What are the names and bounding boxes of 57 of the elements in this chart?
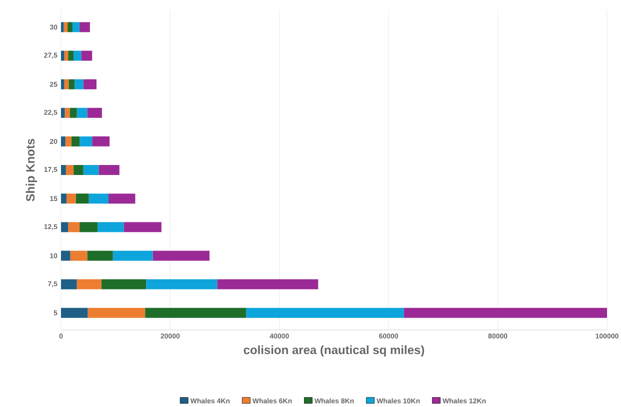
bar xyxy=(64,108,70,118)
bar xyxy=(98,165,120,176)
bar xyxy=(68,222,80,232)
bar xyxy=(83,165,99,176)
bar xyxy=(76,194,89,204)
bar xyxy=(64,50,68,61)
bar xyxy=(88,308,146,318)
bar xyxy=(66,194,76,204)
bar xyxy=(68,50,74,61)
bar xyxy=(74,165,84,176)
bar xyxy=(87,108,102,118)
bar xyxy=(70,250,88,261)
bar xyxy=(217,279,318,290)
bar xyxy=(80,222,98,232)
bar xyxy=(98,222,124,232)
bar xyxy=(152,250,210,261)
bar xyxy=(68,79,75,90)
bar xyxy=(72,22,80,32)
bar xyxy=(68,22,72,32)
bar xyxy=(80,136,92,146)
bar xyxy=(76,279,102,290)
bar xyxy=(61,50,64,61)
bar xyxy=(92,136,110,146)
x-axis-title: colision area (nautical sq miles) xyxy=(244,345,424,357)
bar xyxy=(124,222,162,232)
bar xyxy=(61,250,70,261)
y-axis-title: Ship Knots xyxy=(26,138,37,202)
bar xyxy=(112,250,153,261)
bar xyxy=(71,136,80,146)
bar xyxy=(64,79,69,90)
bar xyxy=(61,279,77,290)
bar xyxy=(61,194,66,204)
bar xyxy=(246,308,404,318)
bar xyxy=(74,50,82,61)
bar xyxy=(61,308,88,318)
bar xyxy=(145,308,246,318)
bar xyxy=(87,250,113,261)
bar xyxy=(65,136,72,146)
bar xyxy=(64,22,68,32)
bar xyxy=(70,108,77,118)
bar xyxy=(108,194,136,204)
bar xyxy=(61,136,66,146)
bar xyxy=(74,79,84,90)
bar xyxy=(61,222,68,232)
bar xyxy=(101,279,146,290)
bar xyxy=(76,108,88,118)
bar xyxy=(61,108,65,118)
bar xyxy=(61,165,66,176)
bar xyxy=(83,79,96,90)
bar xyxy=(80,22,90,32)
bar xyxy=(61,79,64,90)
bar xyxy=(81,50,92,61)
bar xyxy=(88,194,109,204)
bar xyxy=(404,308,608,318)
bar xyxy=(61,22,64,32)
bar xyxy=(146,279,218,290)
bar xyxy=(66,165,74,176)
